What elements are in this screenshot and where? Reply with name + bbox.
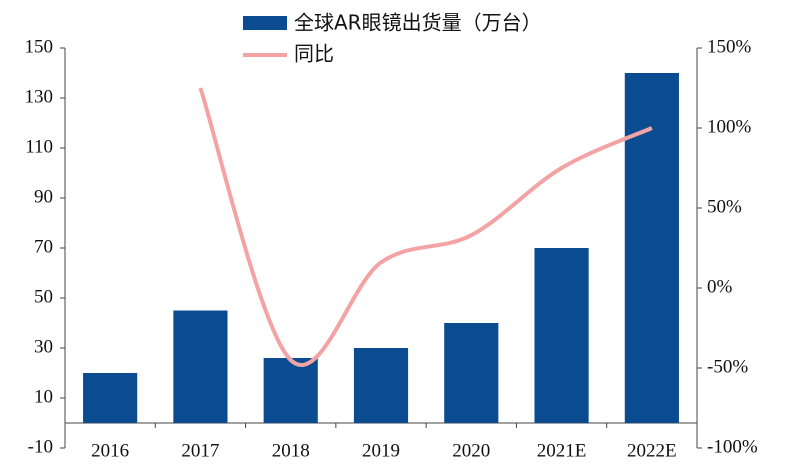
y-tick-label: 30: [34, 336, 53, 357]
y-tick-label: 130: [25, 86, 54, 107]
x-tick-label: 2019: [362, 440, 400, 461]
x-tick-label: 2020: [452, 440, 490, 461]
bar: [263, 358, 318, 423]
x-tick-label: 2022E: [627, 440, 677, 461]
bar: [173, 310, 228, 423]
y-tick-label: 90: [34, 186, 53, 207]
legend-swatch: [243, 16, 287, 30]
y-tick-label: 70: [34, 236, 53, 257]
line: [198, 87, 653, 367]
bar: [444, 323, 499, 423]
y2-tick-label: -100%: [707, 436, 758, 457]
x-tick-label: 2021E: [537, 440, 587, 461]
legend-label: 同比: [294, 42, 334, 66]
y2-tick-label: 0%: [707, 276, 733, 297]
y2-tick-label: 150%: [707, 36, 752, 57]
legend: 全球AR眼镜出货量（万台） 同比: [243, 11, 542, 66]
x-tick-label: 2017: [181, 440, 219, 461]
bar: [624, 73, 679, 423]
bar: [83, 373, 138, 423]
y-tick-label: 50: [34, 286, 53, 307]
y2-tick-label: -50%: [707, 356, 748, 377]
y-tick-label: 150: [25, 36, 54, 57]
legend-label: 全球AR眼镜出货量（万台）: [294, 11, 542, 35]
x-tick-label: 2018: [272, 440, 310, 461]
x-tick-label: 2016: [91, 440, 129, 461]
y-tick-label: -10: [28, 436, 53, 457]
bar: [534, 248, 589, 423]
y-tick-label: 10: [34, 386, 53, 407]
bar: [353, 348, 409, 423]
y-tick-label: 110: [25, 136, 53, 157]
y2-tick-label: 100%: [707, 116, 752, 137]
y2-tick-label: 50%: [707, 196, 742, 217]
